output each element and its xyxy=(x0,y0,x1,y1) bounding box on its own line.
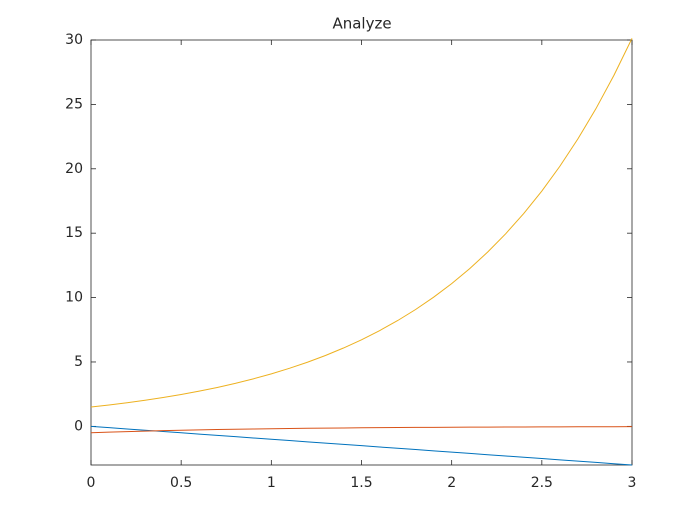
y-tick-label: 25 xyxy=(65,96,83,112)
x-tick-label: 2 xyxy=(447,475,456,491)
y-tick-label: 5 xyxy=(74,354,83,370)
x-tick-label: 1.5 xyxy=(350,475,372,491)
line-series xyxy=(90,426,633,434)
x-tick-label: 0.5 xyxy=(170,475,192,491)
line-series xyxy=(90,38,633,408)
y-tick-label: 15 xyxy=(65,225,83,241)
chart-title: Analyze xyxy=(332,15,391,33)
line-series xyxy=(90,425,633,466)
x-tick-label: 0 xyxy=(87,475,96,491)
x-tick-label: 2.5 xyxy=(531,475,553,491)
x-tick-label: 3 xyxy=(628,475,637,491)
y-tick-label: 0 xyxy=(74,418,83,434)
y-tick-label: 30 xyxy=(65,32,83,48)
y-tick-label: 10 xyxy=(65,290,83,306)
y-tick-label: 20 xyxy=(65,161,83,177)
x-tick-label: 1 xyxy=(267,475,276,491)
